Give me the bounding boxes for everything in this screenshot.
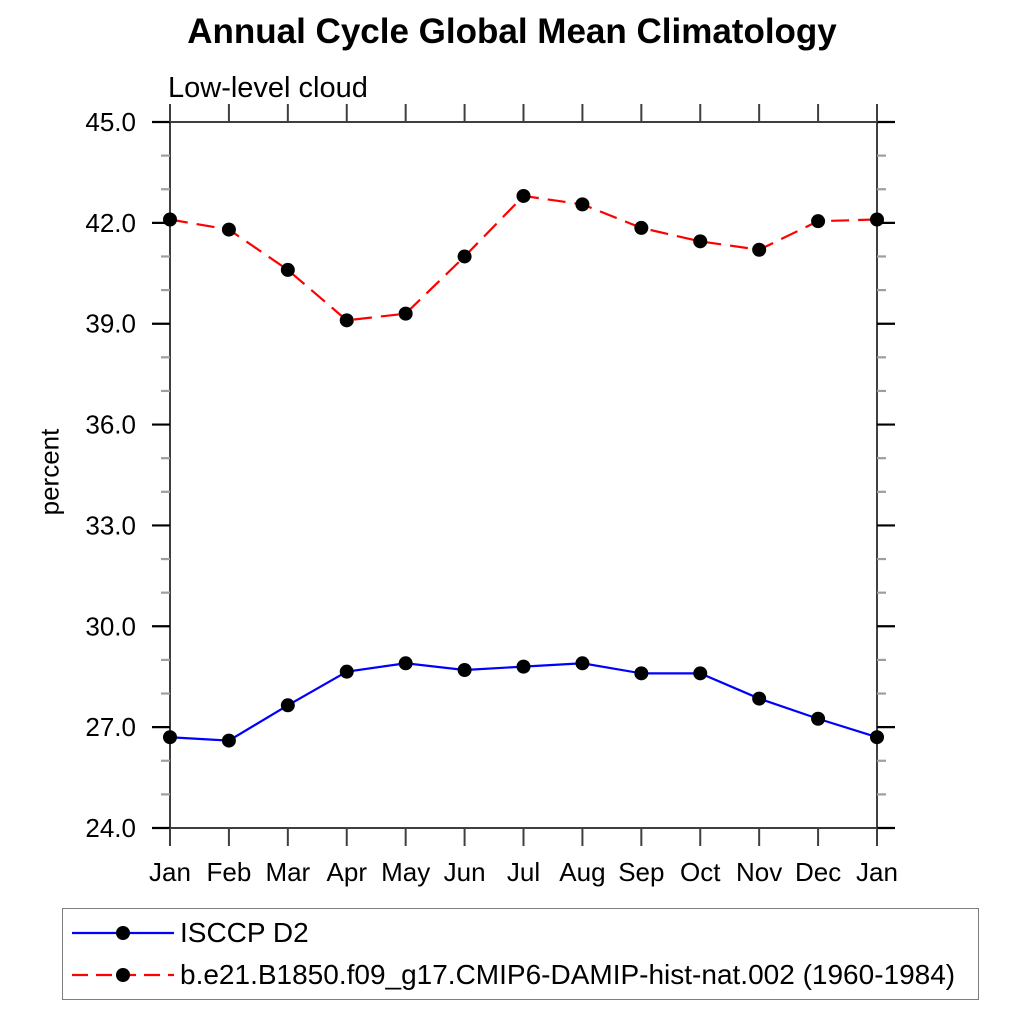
x-axis-tick-label: May — [381, 857, 430, 887]
chart-subtitle: Low-level cloud — [168, 72, 368, 104]
legend-entry-model: b.e21.B1850.f09_g17.CMIP6-DAMIP-hist-nat… — [63, 954, 978, 996]
legend-label-isccp: ISCCP D2 — [180, 917, 309, 948]
data-point — [163, 730, 177, 745]
x-axis-tick-label: Jun — [444, 857, 486, 887]
x-axis-tick-label: Dec — [795, 857, 841, 887]
x-axis-tick-label: Jul — [507, 857, 540, 887]
data-point — [280, 698, 295, 713]
data-point — [811, 711, 826, 726]
data-point — [752, 691, 767, 706]
data-point — [163, 212, 177, 227]
y-axis-tick-label: 27.0 — [85, 712, 136, 742]
y-axis-tick-label: 24.0 — [85, 813, 136, 843]
data-point — [516, 659, 531, 674]
data-point — [457, 662, 472, 677]
data-point — [634, 666, 649, 681]
data-point — [398, 306, 413, 321]
data-point — [693, 234, 708, 249]
legend-line-sample-dashed — [72, 968, 174, 982]
x-axis-tick-label: Jan — [149, 857, 191, 887]
data-point — [634, 220, 649, 235]
legend-marker-1 — [116, 968, 130, 982]
y-axis-tick-label: 33.0 — [85, 510, 136, 540]
data-point — [575, 656, 590, 671]
x-axis-tick-label: Nov — [736, 857, 782, 887]
x-axis-tick-label: Sep — [618, 857, 664, 887]
legend-box: ISCCP D2 b.e21.B1850.f09_g17.CMIP6-DAMIP… — [62, 908, 979, 1000]
x-axis-tick-label: Oct — [680, 857, 721, 887]
data-point — [575, 197, 590, 212]
x-axis-tick-label: Aug — [559, 857, 605, 887]
y-axis-tick-label: 42.0 — [85, 208, 136, 238]
series-line-0 — [169, 662, 878, 742]
y-axis-tick-label: 39.0 — [85, 309, 136, 339]
axis-frame — [169, 121, 878, 829]
x-axis-tick-label: Apr — [327, 857, 368, 887]
data-point — [516, 188, 531, 203]
x-axis-tick-label: Feb — [207, 857, 252, 887]
chart-title: Annual Cycle Global Mean Climatology — [187, 12, 837, 51]
series-line-1 — [169, 194, 878, 322]
data-point — [221, 222, 236, 237]
data-point — [339, 313, 354, 328]
x-axis-tick-label: Jan — [856, 857, 898, 887]
data-point — [693, 666, 708, 681]
legend-line-sample-solid — [72, 926, 174, 940]
y-axis-tick-label: 30.0 — [85, 611, 136, 641]
data-point — [280, 262, 295, 277]
data-point — [457, 249, 472, 264]
data-point — [870, 730, 884, 745]
data-point — [752, 242, 767, 257]
legend-marker-0 — [116, 926, 130, 940]
data-point — [870, 212, 884, 227]
x-axis-tick-label: Mar — [265, 857, 310, 887]
legend-label-model: b.e21.B1850.f09_g17.CMIP6-DAMIP-hist-nat… — [180, 959, 956, 990]
legend-entry-isccp: ISCCP D2 — [63, 912, 978, 954]
data-point — [398, 656, 413, 671]
data-point — [221, 733, 236, 748]
y-axis-tick-label: 36.0 — [85, 410, 136, 440]
data-point — [811, 214, 826, 229]
y-axis-tick-label: 45.0 — [85, 107, 136, 137]
data-point — [339, 664, 354, 679]
